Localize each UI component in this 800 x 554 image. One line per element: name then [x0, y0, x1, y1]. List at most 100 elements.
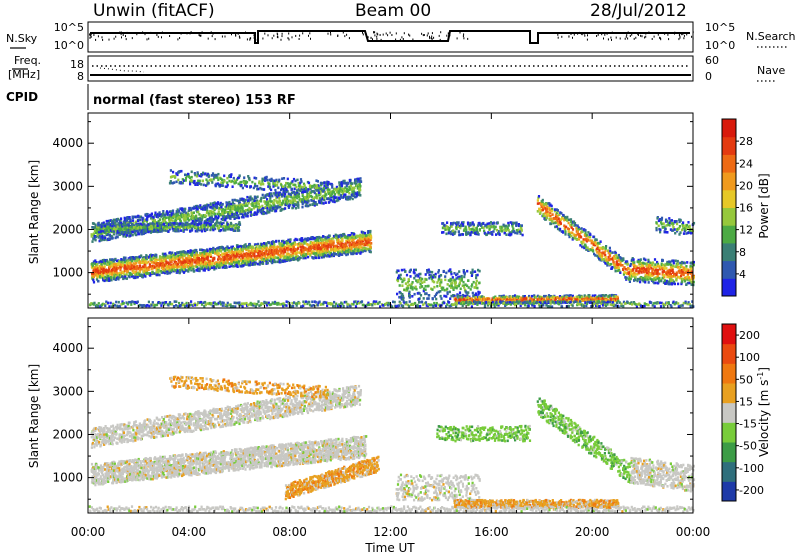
- echo-cell: [211, 262, 214, 266]
- echo-cell: [225, 257, 228, 261]
- echo-cell: [236, 245, 239, 249]
- echo-cell: [143, 223, 146, 226]
- echo-cell: [327, 181, 330, 184]
- noise-dot: [391, 34, 393, 36]
- echo-cell: [341, 239, 344, 242]
- noise-dot: [385, 32, 387, 35]
- echo-cell: [98, 273, 101, 277]
- echo-cell: [268, 185, 272, 189]
- echo-cell: [359, 177, 362, 180]
- noise-dot: [607, 38, 609, 41]
- echo-cell: [98, 267, 101, 270]
- noise-dot: [438, 34, 440, 37]
- echo-cell: [205, 253, 208, 257]
- echo-cell: [219, 257, 222, 261]
- echo-cell: [114, 263, 117, 266]
- echo-cell: [270, 248, 273, 252]
- echo-cell: [110, 278, 113, 282]
- echo-cell: [294, 237, 297, 241]
- noise-dot: [463, 33, 465, 36]
- echo-cell: [310, 251, 313, 255]
- echo-cell: [192, 265, 195, 268]
- echo-cell: [331, 253, 334, 256]
- echo-cell: [347, 234, 350, 237]
- echo-cell: [197, 260, 200, 263]
- echo-cell: [160, 228, 163, 232]
- echo-cell: [171, 219, 174, 222]
- echo-cell: [261, 255, 264, 259]
- echo-cell: [101, 234, 104, 238]
- echo-cell: [315, 184, 318, 187]
- echo-cell: [256, 249, 259, 253]
- echo-cell: [310, 243, 313, 247]
- echo-cell: [231, 245, 234, 249]
- echo-cell: [343, 181, 346, 185]
- echo-cell: [234, 256, 237, 260]
- echo-cell: [171, 209, 175, 213]
- echo-cell: [302, 251, 305, 254]
- echo-cell: [177, 257, 180, 260]
- echo-cell: [218, 249, 221, 252]
- echo-cell: [413, 271, 416, 275]
- echo-cell: [158, 263, 161, 267]
- echo-cell: [193, 261, 196, 264]
- echo-cell: [282, 242, 285, 246]
- noise-dot: [597, 33, 599, 36]
- noise-dot: [142, 31, 144, 34]
- noise-dot: [370, 36, 372, 39]
- noise-dot: [692, 37, 694, 40]
- echo-cell: [399, 273, 402, 277]
- echo-cell: [255, 243, 258, 246]
- echo-cell: [222, 221, 225, 225]
- echo-cell: [124, 269, 127, 273]
- echo-cell: [369, 236, 372, 240]
- echo-cell: [171, 253, 175, 257]
- echo-cell: [148, 263, 151, 266]
- noise-dot: [561, 35, 563, 38]
- echo-cell: [258, 250, 262, 254]
- echo-cell: [191, 258, 194, 262]
- echo-cell: [192, 256, 196, 259]
- cpid-text: normal (fast stereo) 153 RF: [93, 93, 296, 108]
- echo-cell: [163, 222, 166, 226]
- echo-cell: [126, 229, 129, 232]
- echo-cell: [186, 222, 189, 226]
- echo-cell: [133, 262, 136, 266]
- echo-cell: [346, 252, 349, 256]
- echo-cell: [230, 248, 233, 251]
- echo-cell: [300, 242, 303, 245]
- echo-cell: [145, 229, 148, 233]
- echo-cell: [122, 263, 125, 267]
- echo-cell: [324, 254, 327, 257]
- echo-cell: [91, 274, 94, 278]
- echo-cell: [163, 259, 166, 263]
- echo-cell: [327, 243, 330, 246]
- echo-cell: [229, 257, 232, 261]
- echo-cell: [360, 250, 363, 254]
- echo-cell: [228, 249, 231, 252]
- echo-cell: [101, 222, 104, 225]
- noise-dot: [681, 33, 683, 36]
- echo-cell: [323, 250, 326, 254]
- echo-cell: [272, 241, 276, 244]
- noise-dot: [583, 32, 585, 35]
- echo-cell: [268, 249, 271, 252]
- echo-cell: [117, 217, 120, 221]
- echo-cell: [183, 268, 186, 271]
- echo-cell: [236, 254, 239, 257]
- echo-cell: [348, 191, 351, 195]
- echo-cell: [202, 259, 205, 262]
- echo-cell: [145, 254, 148, 257]
- echo-cell: [218, 261, 221, 264]
- echo-cell: [181, 256, 184, 259]
- echo-cell: [248, 243, 252, 247]
- noise-dot: [330, 31, 331, 34]
- echo-cell: [309, 253, 312, 256]
- echo-cell: [360, 234, 363, 238]
- echo-cell: [297, 201, 300, 204]
- echo-cell: [97, 236, 100, 239]
- noise-dot: [309, 32, 311, 35]
- echo-cell: [187, 258, 190, 262]
- noise-dot: [179, 37, 181, 39]
